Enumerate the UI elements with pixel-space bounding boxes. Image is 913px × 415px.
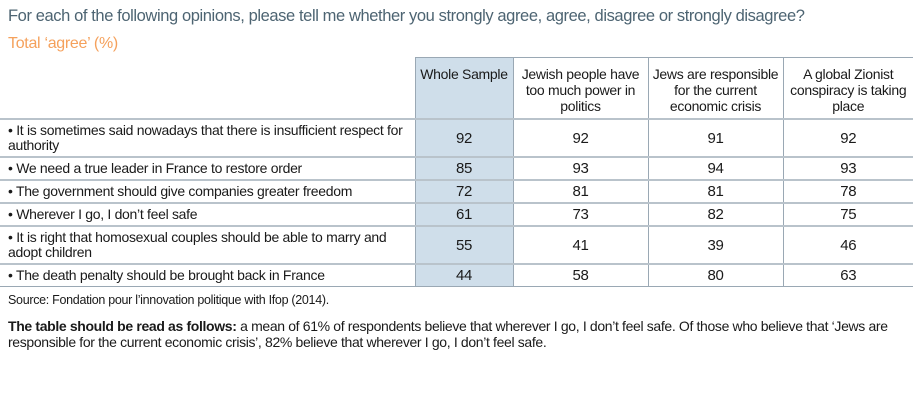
cell-value: 44 xyxy=(414,263,513,287)
col-header-whole-sample: Whole Sample xyxy=(414,57,513,119)
question-title: For each of the following opinions, plea… xyxy=(8,7,805,25)
cell-value: 39 xyxy=(647,225,783,264)
cell-value: 92 xyxy=(512,118,648,157)
col-header-zionist-conspiracy: A global Zionist conspiracy is taking pl… xyxy=(782,57,913,119)
header-blank xyxy=(0,58,415,120)
cell-value: 63 xyxy=(782,263,913,287)
table-row: • It is right that homosexual couples sh… xyxy=(0,225,913,264)
reading-note-text: a mean of 61% of respondents believe tha… xyxy=(8,318,888,350)
cell-value: 93 xyxy=(782,156,913,180)
cell-value: 72 xyxy=(414,179,513,203)
page: For each of the following opinions, plea… xyxy=(0,7,913,350)
cell-value: 92 xyxy=(782,118,913,157)
row-label: • We need a true leader in France to res… xyxy=(0,156,415,180)
col-header-jewish-power: Jewish people have too much power in pol… xyxy=(512,57,648,119)
cell-value: 46 xyxy=(782,225,913,264)
row-label: • The death penalty should be brought ba… xyxy=(0,263,415,287)
table-row: • Wherever I go, I don’t feel safe 61 73 82… xyxy=(0,202,913,226)
cell-value: 81 xyxy=(512,179,648,203)
cell-value: 91 xyxy=(647,118,783,157)
header-row: Whole Sample Jewish people have too much… xyxy=(0,57,913,120)
row-label: • The government should give companies g… xyxy=(0,179,415,203)
cell-value: 55 xyxy=(414,225,513,264)
col-header-jews-crisis: Jews are responsible for the current eco… xyxy=(647,57,783,119)
row-label: • It is sometimes said nowadays that the… xyxy=(0,118,415,157)
cell-value: 85 xyxy=(414,156,513,180)
reading-note-bold: The table should be read as follows: xyxy=(8,318,237,334)
cell-value: 41 xyxy=(512,225,648,264)
table-row: • It is sometimes said nowadays that the… xyxy=(0,118,913,157)
source-note: Source: Fondation pour l’innovation poli… xyxy=(8,293,329,307)
table-row: • The government should give companies g… xyxy=(0,179,913,203)
cell-value: 80 xyxy=(647,263,783,287)
cell-value: 73 xyxy=(512,202,648,226)
cell-value: 81 xyxy=(647,179,783,203)
cell-value: 61 xyxy=(414,202,513,226)
table-row: • We need a true leader in France to res… xyxy=(0,156,913,180)
cell-value: 94 xyxy=(647,156,783,180)
row-label: • Wherever I go, I don’t feel safe xyxy=(0,202,415,226)
subtitle: Total ‘agree’ (%) xyxy=(8,35,118,52)
cell-value: 78 xyxy=(782,179,913,203)
row-label: • It is right that homosexual couples sh… xyxy=(0,225,415,264)
table-row: • The death penalty should be brought ba… xyxy=(0,263,913,287)
cell-value: 93 xyxy=(512,156,648,180)
results-table: Whole Sample Jewish people have too much… xyxy=(0,57,913,287)
cell-value: 75 xyxy=(782,202,913,226)
reading-note: The table should be read as follows: a m… xyxy=(8,318,908,350)
cell-value: 92 xyxy=(414,118,513,157)
cell-value: 58 xyxy=(512,263,648,287)
cell-value: 82 xyxy=(647,202,783,226)
